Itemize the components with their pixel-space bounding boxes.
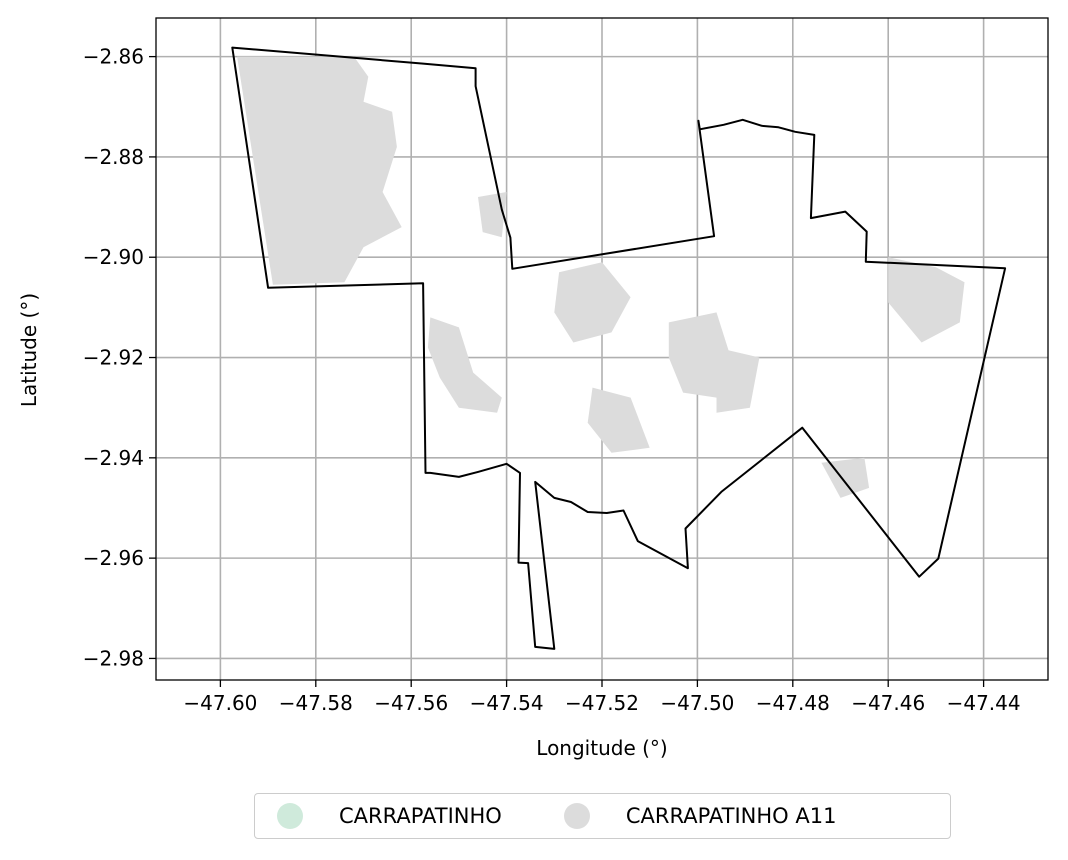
grid-lines [156,18,1048,680]
x-tick-label: −47.54 [470,691,544,715]
legend-label: CARRAPATINHO A11 [625,804,837,828]
legend: CARRAPATINHO CARRAPATINHO A11 [254,793,951,839]
boundary-polygon [231,46,1007,650]
forest-region [587,387,650,453]
forest-regions [237,56,965,498]
x-tick-label: −47.56 [374,691,448,715]
forest-region [668,312,731,398]
legend-marker-icon [563,803,590,829]
x-tick-label: −47.50 [660,691,734,715]
x-tick-label: −47.48 [756,691,830,715]
y-tick-label: −2.86 [83,45,144,69]
x-tick-label: −47.60 [183,691,257,715]
x-tick-label: −47.46 [851,691,925,715]
forest-region [888,257,965,343]
y-tick-label: −2.92 [83,346,144,370]
y-axis-ticks: −2.86 −2.88 −2.90 −2.92 −2.94 −2.96 −2.98 [83,45,156,670]
forest-region [237,56,402,285]
x-tick-label: −47.52 [565,691,639,715]
legend-item-carrapatinho: CARRAPATINHO [277,803,502,829]
forest-region [427,317,502,413]
legend-marker-icon [277,803,303,829]
legend-label: CARRAPATINHO [339,804,502,828]
municipality-boundary [231,46,1007,650]
x-tick-label: −47.58 [279,691,353,715]
forest-region [716,347,760,413]
y-tick-label: −2.96 [83,546,144,570]
y-axis-label: Latitude (°) [17,293,41,407]
legend-item-carrapatinho-a11: CARRAPATINHO A11 [563,803,837,829]
y-tick-label: −2.94 [83,446,144,470]
forest-region [554,262,631,343]
x-axis-ticks: −47.60 −47.58 −47.56 −47.54 −47.52 −47.50 −47.… [183,680,1021,715]
y-tick-label: −2.90 [83,245,144,269]
x-axis-label: Longitude (°) [536,736,667,760]
y-tick-label: −2.98 [83,646,144,670]
x-tick-label: −47.44 [947,691,1021,715]
y-tick-label: −2.88 [83,145,144,169]
